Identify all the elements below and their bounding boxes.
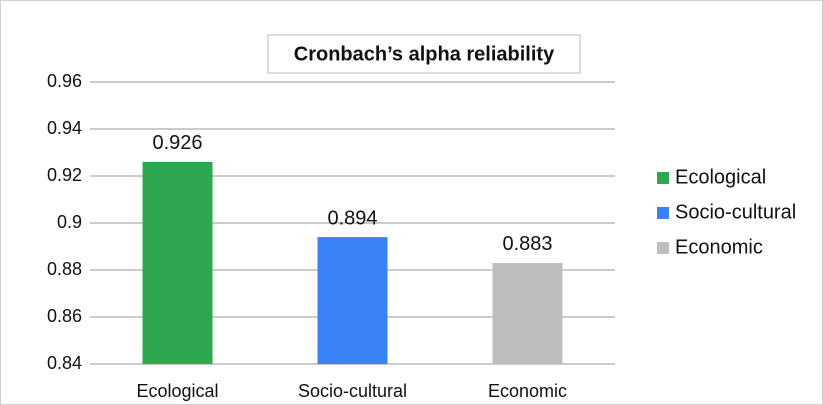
value-label: 0.926 [152, 132, 202, 154]
x-tick-label: Ecological [136, 381, 218, 401]
y-tick-label: 0.88 [47, 259, 82, 279]
value-label: 0.883 [502, 233, 552, 255]
bar [142, 161, 213, 364]
legend-swatch [657, 172, 669, 184]
x-tick-label: Socio-cultural [298, 381, 407, 401]
legend-label: Ecological [675, 166, 766, 188]
legend-label: Socio-cultural [675, 201, 796, 223]
chart-title: Cronbach’s alpha reliability [294, 43, 555, 65]
value-label: 0.894 [327, 207, 377, 229]
y-tick-label: 0.94 [47, 118, 82, 138]
legend-label: Economic [675, 236, 763, 258]
y-tick-label: 0.9 [57, 212, 82, 232]
y-tick-label: 0.92 [47, 165, 82, 185]
title-box [267, 34, 581, 74]
x-tick-label: Economic [488, 381, 567, 401]
legend-swatch [657, 242, 669, 254]
bar [492, 262, 563, 364]
y-tick-label: 0.96 [47, 71, 82, 91]
y-tick-label: 0.86 [47, 306, 82, 326]
bar [317, 237, 388, 364]
legend-swatch [657, 207, 669, 219]
y-tick-label: 0.84 [47, 353, 82, 373]
